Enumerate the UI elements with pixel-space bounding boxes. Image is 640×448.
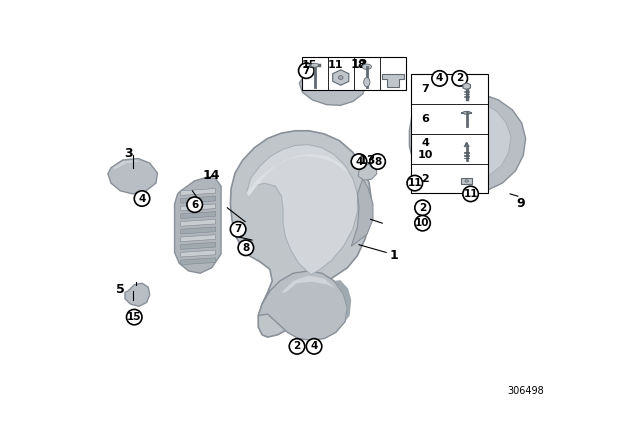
Circle shape [351,154,367,169]
Ellipse shape [311,63,319,67]
Text: 7: 7 [303,66,310,76]
Circle shape [134,191,150,206]
Polygon shape [180,250,216,257]
Polygon shape [180,258,216,265]
Polygon shape [428,98,489,116]
Ellipse shape [465,180,468,182]
Polygon shape [359,74,367,94]
Text: 11: 11 [328,60,343,70]
Circle shape [230,222,246,237]
Text: 3: 3 [124,147,132,160]
Circle shape [307,339,322,354]
Polygon shape [436,97,454,110]
Ellipse shape [339,76,343,79]
Text: 4
10: 4 10 [417,138,433,159]
Polygon shape [180,204,216,211]
Text: 7: 7 [421,84,429,95]
Text: 5: 5 [116,283,125,296]
Bar [301,57,406,90]
Circle shape [415,200,430,215]
Text: 8: 8 [374,156,381,167]
Text: 4: 4 [355,156,363,167]
Text: 11: 11 [463,189,478,199]
Polygon shape [333,70,349,85]
Circle shape [127,310,142,325]
Circle shape [370,154,385,169]
Bar [461,178,472,184]
Text: 9: 9 [516,197,525,210]
Polygon shape [180,189,216,195]
Text: 12: 12 [350,58,368,71]
Polygon shape [180,227,216,234]
Circle shape [452,71,467,86]
Ellipse shape [446,153,473,167]
Polygon shape [175,177,221,273]
Circle shape [187,197,202,212]
Polygon shape [180,211,216,219]
Polygon shape [419,101,511,181]
Text: 6: 6 [191,200,198,210]
Text: 2: 2 [456,73,463,83]
Ellipse shape [362,64,371,69]
Circle shape [432,71,447,86]
Text: 15: 15 [127,312,141,322]
Text: 4: 4 [436,73,444,83]
Bar [412,74,488,194]
Polygon shape [351,178,373,246]
Polygon shape [125,283,150,306]
Text: 8: 8 [358,60,365,70]
Polygon shape [113,160,151,169]
Polygon shape [246,145,358,275]
Polygon shape [382,73,404,87]
Text: 13: 13 [358,154,376,167]
Polygon shape [180,242,216,250]
Polygon shape [410,92,525,194]
Text: 4: 4 [310,341,317,351]
Text: 7: 7 [234,224,242,234]
Text: 306498: 306498 [508,386,544,396]
Text: 10: 10 [415,218,430,228]
Polygon shape [180,196,216,203]
Text: 15: 15 [302,60,317,70]
Text: 11: 11 [408,178,422,188]
Text: 6: 6 [421,114,429,124]
Polygon shape [108,159,157,194]
Polygon shape [230,131,371,337]
Polygon shape [180,235,216,241]
Circle shape [415,215,430,231]
Polygon shape [246,154,349,196]
Polygon shape [282,276,336,293]
Text: 2: 2 [419,203,426,213]
Circle shape [463,186,478,202]
Text: 8: 8 [242,243,250,253]
Polygon shape [300,65,365,105]
Circle shape [289,339,305,354]
Ellipse shape [463,112,470,114]
Text: 2: 2 [293,341,301,351]
Text: 4: 4 [138,194,146,203]
Circle shape [298,63,314,78]
Polygon shape [463,83,470,90]
Polygon shape [311,67,355,75]
Text: 2: 2 [421,173,429,184]
Circle shape [407,176,422,191]
Polygon shape [358,164,377,180]
Text: 1: 1 [390,249,398,262]
Circle shape [238,240,253,255]
Text: 14: 14 [203,169,221,182]
Ellipse shape [364,78,370,87]
Polygon shape [259,271,348,340]
Polygon shape [180,220,216,226]
Polygon shape [334,280,351,322]
